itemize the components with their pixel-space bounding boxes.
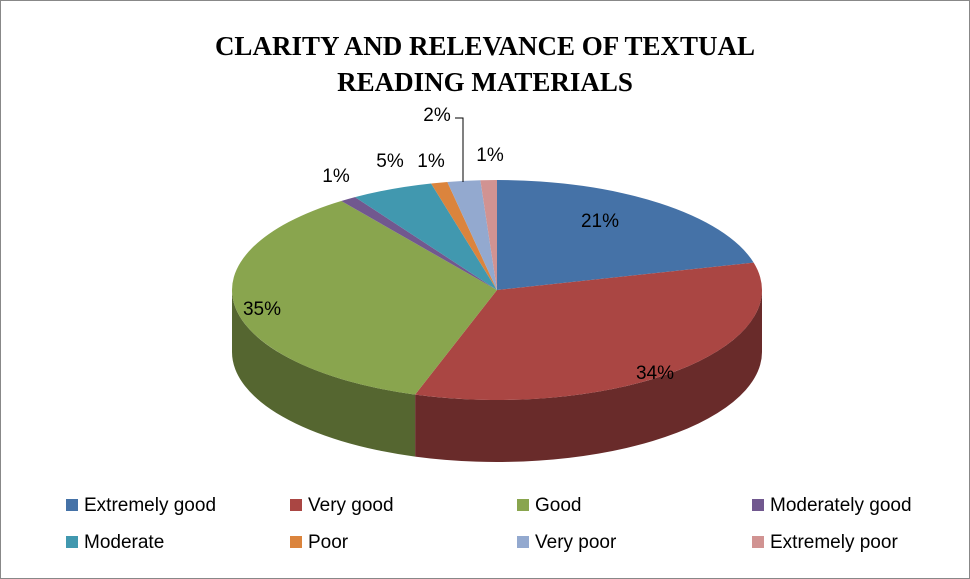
data-label: 1%	[322, 166, 350, 187]
legend-label: Moderately good	[770, 495, 912, 516]
legend-swatch	[66, 536, 78, 548]
data-label: 1%	[476, 145, 504, 166]
data-label: 5%	[376, 151, 404, 172]
legend-label: Extremely good	[84, 495, 216, 516]
pie-slice	[355, 183, 497, 290]
legend-label: Moderate	[84, 532, 164, 553]
data-label: 1%	[417, 151, 445, 172]
legend-swatch	[752, 499, 764, 511]
pie-side	[415, 290, 762, 462]
legend-swatch	[290, 536, 302, 548]
legend-label: Very good	[308, 495, 394, 516]
legend-label: Good	[535, 495, 581, 516]
legend-label: Extremely poor	[770, 532, 898, 553]
pie-slice	[497, 180, 754, 290]
legend-swatch	[290, 499, 302, 511]
pie-slice	[232, 201, 497, 395]
chart-title: CLARITY AND RELEVANCE OF TEXTUAL READING…	[214, 31, 756, 97]
pie-side	[232, 290, 416, 457]
pie-slice	[447, 180, 497, 290]
legend-label: Very poor	[535, 532, 617, 553]
pie-slice	[341, 197, 497, 290]
pie-slice	[480, 180, 497, 290]
pie-slice	[415, 262, 762, 400]
data-label: 21%	[581, 211, 619, 232]
legend-swatch	[517, 536, 529, 548]
legend-swatch	[66, 499, 78, 511]
data-label: 34%	[636, 363, 674, 384]
legend-swatch	[752, 536, 764, 548]
pie-slice	[431, 181, 497, 290]
legend-label: Poor	[308, 532, 349, 553]
data-label: 2%	[423, 105, 451, 126]
leader-line	[455, 117, 464, 182]
legend-swatch	[517, 499, 529, 511]
data-label: 35%	[243, 299, 281, 320]
